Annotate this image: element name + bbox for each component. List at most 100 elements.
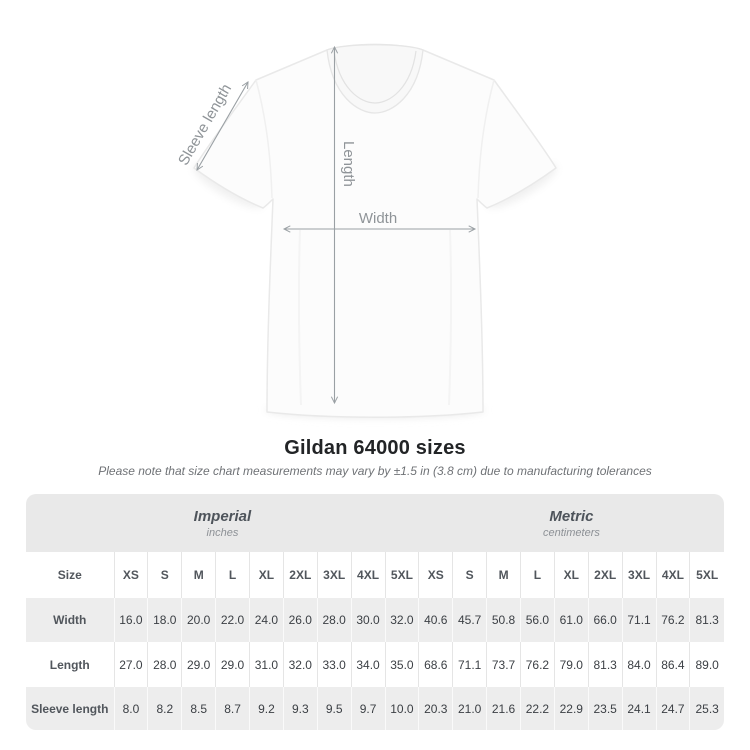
value-width-metric-5xl: 81.3 [689, 598, 724, 642]
value-sleeve-length-metric-xs: 20.3 [418, 687, 453, 730]
table-row-width: Width 16.0 18.0 20.0 22.0 24.0 26.0 28.0 30.0 32.… [26, 598, 724, 642]
value-width-imperial-5xl: 32.0 [384, 598, 419, 642]
width-label: Width [359, 210, 397, 227]
page-title: Gildan 64000 sizes [284, 437, 466, 459]
value-width-imperial-xs: 16.0 [113, 598, 148, 642]
size-header-imperial-m: M [181, 552, 216, 598]
right-armhole-seam [477, 79, 495, 199]
size-header-imperial-5xl: 5XL [384, 552, 419, 598]
value-length-imperial-m: 29.0 [181, 642, 216, 687]
value-width-metric-2xl: 66.0 [587, 598, 623, 642]
tshirt-measurement-diagram: Width Length Sleeve length [175, 43, 557, 418]
value-length-metric-2xl: 81.3 [587, 642, 623, 687]
value-length-imperial-xl: 31.0 [249, 642, 284, 687]
value-length-imperial-xs: 27.0 [113, 642, 148, 687]
value-sleeve-length-imperial-m: 8.5 [181, 687, 216, 730]
value-sleeve-length-imperial-xs: 8.0 [113, 687, 148, 730]
metric-unit: centimeters [543, 526, 600, 539]
value-sleeve-length-metric-l: 22.2 [520, 687, 555, 730]
collar [326, 44, 424, 114]
value-length-imperial-l: 29.0 [215, 642, 250, 687]
size-header-imperial-3xl: 3XL [316, 552, 352, 598]
size-header-imperial-4xl: 4XL [350, 552, 385, 598]
size-header-imperial-xl: XL [249, 552, 284, 598]
body-crease [448, 229, 453, 406]
tshirt-image: Width Length Sleeve length [175, 43, 557, 418]
value-length-metric-4xl: 86.4 [655, 642, 690, 687]
value-sleeve-length-metric-2xl: 23.5 [587, 687, 623, 730]
value-sleeve-length-imperial-l: 8.7 [215, 687, 250, 730]
value-sleeve-length-imperial-3xl: 9.5 [316, 687, 352, 730]
size-header-imperial-2xl: 2XL [282, 552, 318, 598]
value-sleeve-length-imperial-xl: 9.2 [249, 687, 284, 730]
size-header-metric-4xl: 4XL [655, 552, 690, 598]
value-width-metric-4xl: 76.2 [655, 598, 690, 642]
left-armhole-seam [255, 79, 273, 199]
value-length-imperial-2xl: 32.0 [282, 642, 318, 687]
value-width-imperial-2xl: 26.0 [282, 598, 318, 642]
title-block: Gildan 64000 sizes Please note that size… [0, 436, 750, 479]
value-length-metric-s: 71.1 [452, 642, 487, 687]
value-width-metric-l: 56.0 [520, 598, 555, 642]
value-width-metric-xs: 40.6 [418, 598, 453, 642]
value-width-imperial-l: 22.0 [215, 598, 250, 642]
value-length-imperial-4xl: 34.0 [350, 642, 385, 687]
value-length-imperial-3xl: 33.0 [316, 642, 352, 687]
value-length-imperial-5xl: 35.0 [384, 642, 419, 687]
row-label-width: Width [26, 598, 114, 642]
imperial-label: Imperial [193, 507, 252, 525]
value-sleeve-length-metric-4xl: 24.7 [655, 687, 690, 730]
value-sleeve-length-imperial-2xl: 9.3 [282, 687, 318, 730]
size-header-imperial-l: L [215, 552, 250, 598]
metric-label: Metric [549, 507, 594, 525]
value-length-imperial-s: 28.0 [147, 642, 182, 687]
value-width-imperial-m: 20.0 [181, 598, 216, 642]
metric-group-header: Metric centimeters [418, 494, 724, 552]
size-header-metric-5xl: 5XL [689, 552, 724, 598]
value-sleeve-length-metric-5xl: 25.3 [689, 687, 724, 730]
size-header-metric-2xl: 2XL [587, 552, 623, 598]
value-length-metric-m: 73.7 [486, 642, 521, 687]
row-label-sleeve-length: Sleeve length [26, 687, 114, 730]
value-length-metric-3xl: 84.0 [621, 642, 656, 687]
size-header-metric-xs: XS [418, 552, 453, 598]
size-header-metric-l: L [520, 552, 555, 598]
value-length-metric-xs: 68.6 [418, 642, 453, 687]
value-width-metric-s: 45.7 [452, 598, 487, 642]
tolerance-note: Please note that size chart measurements… [98, 464, 652, 478]
unit-group-row: Imperial inches Metric centimeters [26, 494, 724, 552]
size-header-row: Size XS S M L XL 2XL 3XL 4XL 5XL XS S M L XL 2XL 3XL 4XL 5… [26, 552, 724, 598]
value-width-imperial-4xl: 30.0 [350, 598, 385, 642]
value-sleeve-length-metric-m: 21.6 [486, 687, 521, 730]
size-header-metric-xl: XL [553, 552, 589, 598]
imperial-unit: inches [206, 526, 239, 539]
table-row-length: Length 27.0 28.0 29.0 29.0 31.0 32.0 33.0 34.0 35… [26, 642, 724, 687]
size-header-imperial-s: S [147, 552, 182, 598]
value-width-metric-3xl: 71.1 [621, 598, 656, 642]
length-label: Length [340, 141, 357, 187]
collar-band [333, 50, 417, 104]
value-sleeve-length-imperial-5xl: 10.0 [384, 687, 419, 730]
value-width-imperial-s: 18.0 [147, 598, 182, 642]
value-sleeve-length-metric-xl: 22.9 [553, 687, 589, 730]
row-label-length: Length [26, 642, 114, 687]
value-width-metric-xl: 61.0 [553, 598, 589, 642]
value-length-metric-5xl: 89.0 [689, 642, 724, 687]
size-column-header: Size [26, 552, 114, 598]
value-length-metric-xl: 79.0 [553, 642, 589, 687]
imperial-group-header: Imperial inches [26, 494, 419, 552]
size-header-metric-m: M [486, 552, 521, 598]
size-header-metric-s: S [452, 552, 487, 598]
value-width-metric-m: 50.8 [486, 598, 521, 642]
value-width-imperial-xl: 24.0 [249, 598, 284, 642]
value-sleeve-length-imperial-s: 8.2 [147, 687, 182, 730]
value-sleeve-length-metric-s: 21.0 [452, 687, 487, 730]
value-sleeve-length-metric-3xl: 24.1 [621, 687, 656, 730]
body-crease [297, 229, 302, 406]
value-sleeve-length-imperial-4xl: 9.7 [350, 687, 385, 730]
value-width-imperial-3xl: 28.0 [316, 598, 352, 642]
size-header-metric-3xl: 3XL [621, 552, 656, 598]
size-chart-table: Imperial inches Metric centimeters Size X… [26, 494, 724, 730]
size-header-imperial-xs: XS [113, 552, 148, 598]
sleeve-length-arrow [196, 81, 249, 171]
